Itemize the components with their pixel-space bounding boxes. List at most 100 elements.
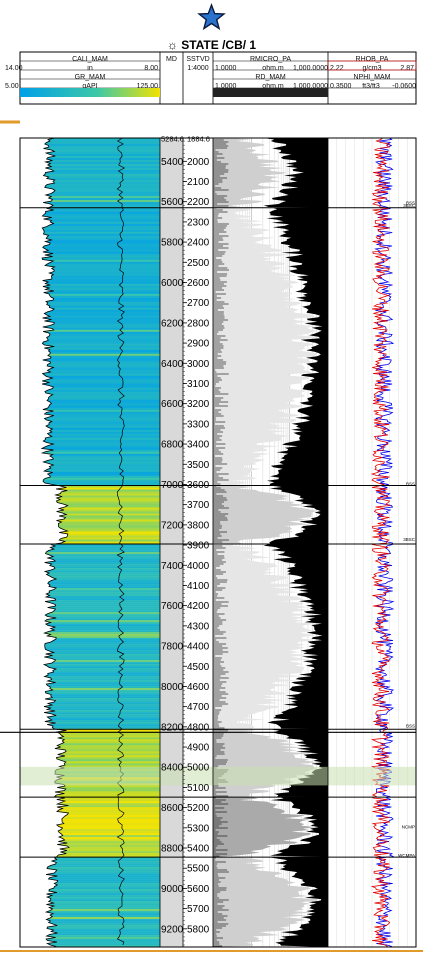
res-fill-zone [213, 797, 315, 858]
gr-color-band [32, 445, 160, 448]
rhob-right: 2.87 [400, 65, 414, 72]
gr-color-band [32, 594, 160, 597]
gr-color-band [32, 676, 160, 679]
nphi-right: -0.0600 [392, 83, 416, 90]
gr-color-band [32, 648, 160, 651]
gr-color-band [32, 741, 160, 744]
gr-color-band [32, 847, 160, 850]
gr-color-band [32, 919, 160, 922]
gr-color-band [32, 722, 160, 725]
gr-color-band [32, 178, 160, 181]
gr-color-band [32, 879, 160, 882]
sstvd-tick-label: 4900 [187, 743, 210, 754]
res-black-fill [263, 544, 328, 730]
sstvd-tick-label: 3600 [187, 480, 210, 491]
res-black-fill [270, 797, 328, 858]
gr-color-band [32, 704, 160, 707]
gr-color-band [32, 747, 160, 750]
gr-color-band [32, 535, 160, 538]
md-tick-label: 8200 [161, 722, 184, 733]
gr-color-band [32, 192, 160, 195]
gr-color-band [32, 309, 160, 312]
gr-color-band [32, 303, 160, 306]
md-tick-label: 6200 [161, 318, 184, 329]
gr-color-band [32, 142, 160, 145]
sstvd-tick-label: 3400 [187, 440, 210, 451]
gr-color-band [32, 634, 160, 637]
sstvd-tick-label: 4600 [187, 682, 210, 693]
gr-color-band [32, 708, 160, 711]
gr-color-band [32, 574, 160, 577]
gr-color-band [32, 485, 160, 488]
gr-color-band [32, 365, 160, 368]
gr-color-band [32, 263, 160, 266]
gr-color-band [32, 857, 160, 860]
md-tick-label: 5284.6 [161, 135, 184, 144]
gr-color-band [32, 447, 160, 450]
sstvd-tick-label: 4100 [187, 581, 210, 592]
gr-color-band [32, 935, 160, 938]
zone-marker-label: WCMPA [398, 853, 415, 858]
gr-color-band [32, 554, 160, 557]
gr-color-band [32, 823, 160, 826]
zone-marker-label: BSS [406, 201, 415, 206]
gr-color-band [32, 628, 160, 631]
gr-color-band [32, 915, 160, 918]
sstvd-name: SSTVD [186, 56, 210, 63]
gr-color-band [32, 367, 160, 370]
gr-color-band [32, 174, 160, 177]
gr-color-band [32, 331, 160, 334]
md-tick-label: 7000 [161, 480, 184, 491]
gr-color-band [32, 789, 160, 792]
gr-color-band [32, 186, 160, 189]
gr-color-band [32, 200, 160, 203]
gr-color-band [32, 580, 160, 583]
gr-color-band [32, 198, 160, 201]
gr-color-band [32, 869, 160, 872]
gr-color-band [32, 483, 160, 486]
gr-color-band [32, 241, 160, 244]
gr-color-band [32, 279, 160, 282]
gr-color-band [32, 841, 160, 844]
zone-marker-label: NCMP [402, 824, 415, 829]
gr-color-band [32, 737, 160, 740]
gr-color-band [32, 184, 160, 187]
gr-color-band [32, 729, 160, 732]
sstvd-track-bg [183, 138, 213, 947]
gr-color-band [32, 164, 160, 167]
zone-marker-label: BSS [406, 481, 415, 486]
gr-color-band [32, 315, 160, 318]
gr-color-band [32, 150, 160, 153]
gr-color-band [32, 321, 160, 324]
gr-color-band [32, 642, 160, 645]
gr-color-band [32, 829, 160, 832]
gr-color-band [32, 694, 160, 697]
gr-color-band [32, 801, 160, 804]
gr-color-band [32, 255, 160, 258]
gr-color-band [32, 387, 160, 390]
gr-color-band [32, 481, 160, 484]
nphi-curve [374, 137, 395, 947]
gr-color-band [32, 519, 160, 522]
gr-color-band [32, 610, 160, 613]
sstvd-tick-label: 2300 [187, 217, 210, 228]
gr-color-band [32, 877, 160, 880]
res-black-fill [266, 207, 328, 486]
gr-color-band [32, 469, 160, 472]
gr-color-band [32, 726, 160, 729]
gr-color-band [32, 459, 160, 462]
gr-color-band [32, 347, 160, 350]
gr-color-band [32, 885, 160, 888]
gr-color-band [32, 323, 160, 326]
gr-color-band [32, 190, 160, 193]
gr-color-band [32, 927, 160, 930]
sstvd-tick-label: 4400 [187, 642, 210, 653]
gr-color-band [32, 763, 160, 766]
rd-right: 1,000.0000 [292, 83, 328, 90]
gr-color-band [32, 501, 160, 504]
md-tick-label: 6800 [161, 440, 184, 451]
zone-marker-label: 3BSC [403, 537, 416, 542]
gr-color-band [32, 375, 160, 378]
gr-color-band [32, 465, 160, 468]
